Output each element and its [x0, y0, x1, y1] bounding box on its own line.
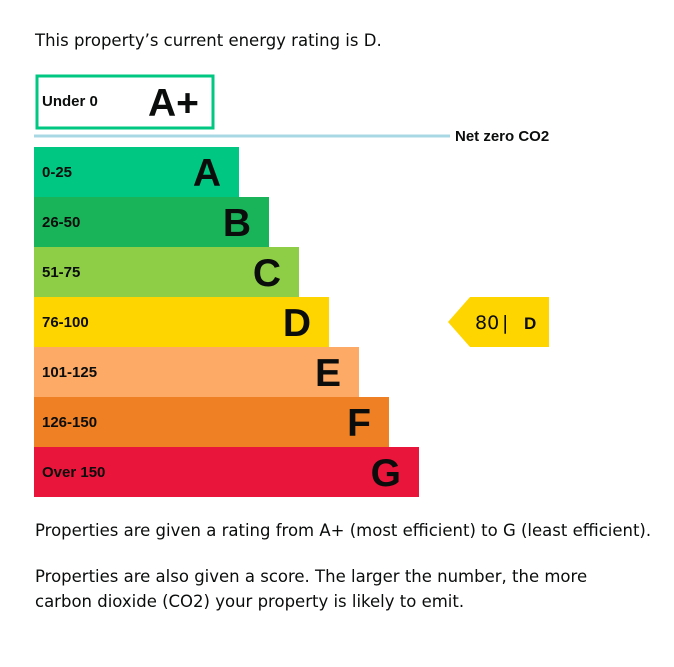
band-letter-g: G: [371, 452, 401, 495]
score-info: Properties are also given a score. The l…: [35, 567, 588, 611]
band-range-g: Over 150: [42, 464, 105, 481]
rating-bands: 0-25 A 26-50 B 51-75 C 76-100 D 101-125 E 126-150 F…: [34, 147, 419, 497]
band-range-b: 26-50: [42, 214, 80, 231]
band-bar-e: [34, 347, 359, 397]
band-letter-e: E: [315, 352, 341, 395]
band-bar-g: [34, 447, 419, 497]
top-band-box: [35, 74, 215, 130]
current-score-marker: 80 | D: [448, 297, 549, 347]
band-range-a: 0-25: [42, 164, 72, 181]
score-separator: |: [502, 312, 508, 334]
band-letter-d: D: [283, 302, 311, 345]
band-range-f: 126-150: [42, 414, 97, 431]
band-range-d: 76-100: [42, 314, 89, 331]
band-bar-c: [34, 247, 299, 297]
band-bar-f: [34, 397, 389, 447]
score-value: 80: [475, 312, 499, 334]
score-letter: D: [524, 314, 536, 333]
band-letter-a: A: [193, 152, 221, 195]
top-band-range: Under 0: [42, 93, 98, 110]
score-arrow-shape: [448, 297, 549, 347]
band-letter-f: F: [347, 402, 371, 445]
band-bar-b: [34, 197, 269, 247]
band-range-c: 51-75: [42, 264, 80, 281]
band-letter-b: B: [223, 202, 251, 245]
band-bar-a: [34, 147, 239, 197]
top-band-a-plus: Under 0 A+: [35, 74, 215, 130]
current-rating-text: This property’s current energy rating is…: [35, 31, 382, 50]
band-letter-c: C: [253, 252, 281, 295]
band-bar-d: [34, 297, 329, 347]
net-zero-label: Net zero CO2: [455, 128, 549, 145]
band-range-e: 101-125: [42, 364, 97, 381]
rating-scale-info: Properties are given a rating from A+ (m…: [35, 521, 652, 540]
top-band-letter: A+: [148, 82, 199, 125]
